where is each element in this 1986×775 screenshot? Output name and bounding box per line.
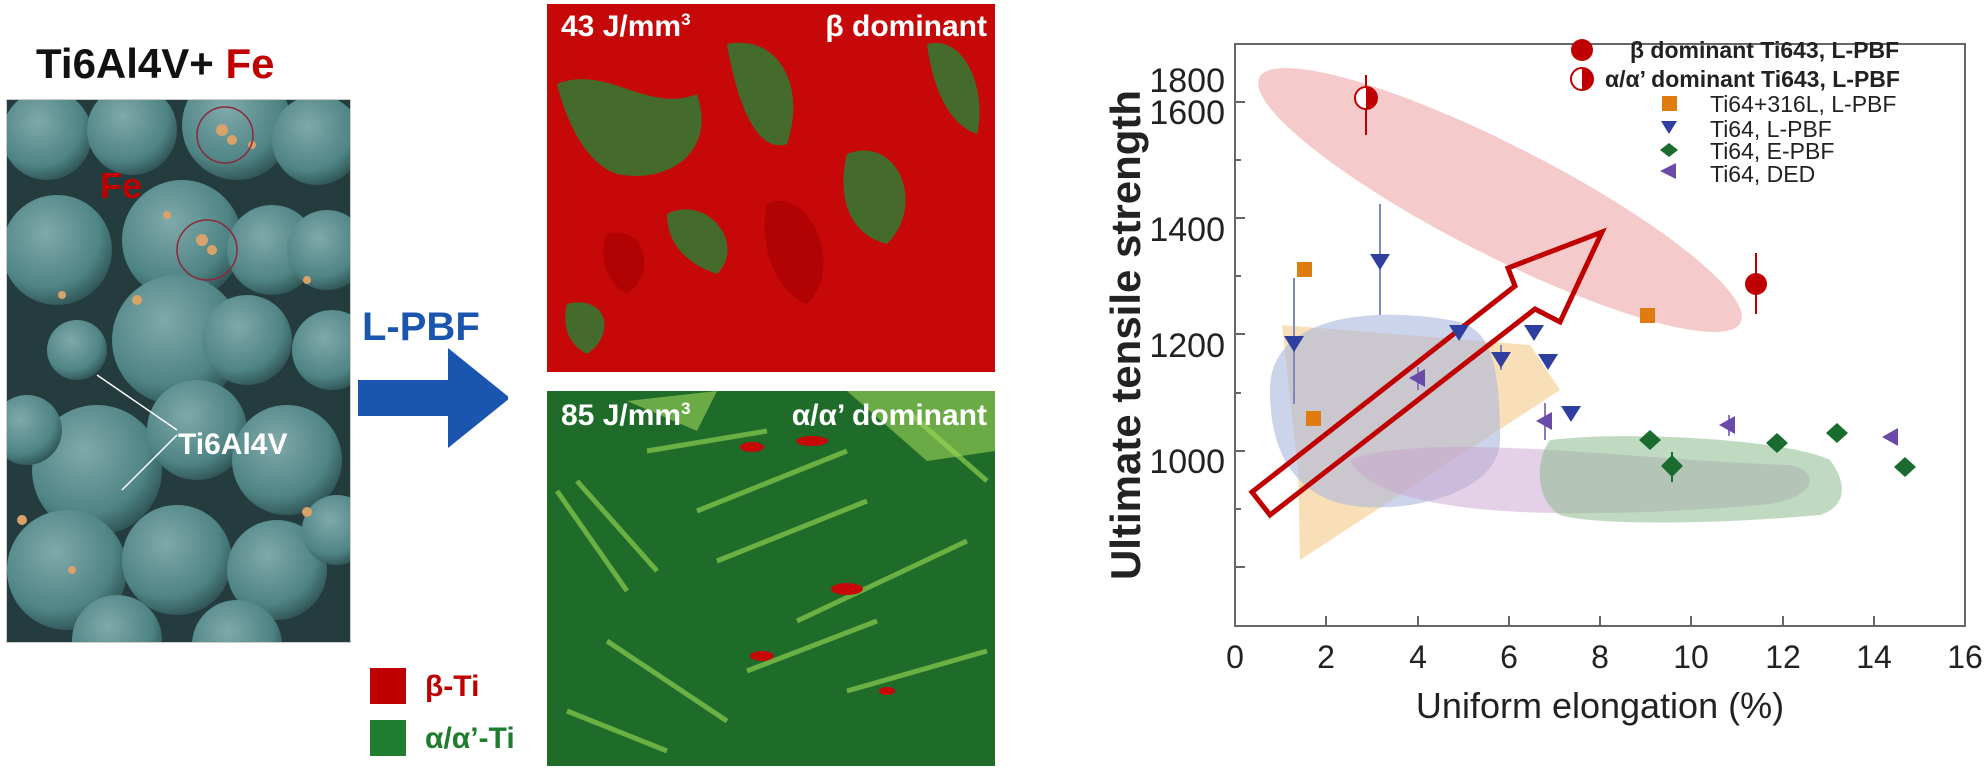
title-alloy: Ti6Al4V+ bbox=[36, 40, 226, 87]
process-label: L-PBF bbox=[362, 305, 480, 349]
trend-arrow-icon bbox=[1248, 227, 1607, 519]
ytick-1000: 1000 bbox=[1149, 443, 1225, 481]
series-ti64-lpbf bbox=[1284, 204, 1581, 422]
legend-alpha-ti643: α/α’ dominant Ti643, L-PBF bbox=[1605, 66, 1900, 92]
legend-swatch-alpha bbox=[370, 720, 406, 756]
legend-ti64-ded: Ti64, DED bbox=[1710, 161, 1815, 187]
process-arrow-icon bbox=[358, 348, 508, 448]
svg-text:12: 12 bbox=[1765, 639, 1801, 675]
legend-label-beta: β-Ti bbox=[425, 670, 480, 703]
legend-label-alpha: α/α’-Ti bbox=[425, 722, 515, 755]
ebsd-bottom-phase: α/α’ dominant bbox=[791, 399, 987, 432]
svg-text:16: 16 bbox=[1947, 639, 1983, 675]
title-fe: Fe bbox=[225, 40, 275, 87]
svg-text:0: 0 bbox=[1226, 639, 1244, 675]
legend-ti64-lpbf: Ti64, L-PBF bbox=[1710, 116, 1832, 142]
sem-label-fe: Fe bbox=[100, 165, 143, 206]
chart-legend: β dominant Ti643, L-PBF α/α’ dominant Ti… bbox=[1570, 37, 1900, 187]
series-ti64-ebpf bbox=[1639, 423, 1916, 482]
svg-text:2: 2 bbox=[1317, 639, 1335, 675]
ebsd-top-energy: 43 J/mm3 bbox=[561, 10, 691, 43]
legend-ti64-ebpf: Ti64, E-PBF bbox=[1710, 138, 1834, 164]
svg-text:4: 4 bbox=[1409, 639, 1427, 675]
sem-powder-image bbox=[6, 99, 351, 643]
svg-text:8: 8 bbox=[1591, 639, 1609, 675]
ebsd-bottom-energy: 85 J/mm3 bbox=[561, 399, 691, 432]
legend-ti64-316l: Ti64+316L, L-PBF bbox=[1710, 91, 1896, 117]
legend-beta-ti643: β dominant Ti643, L-PBF bbox=[1630, 37, 1899, 63]
svg-text:1800: 1800 bbox=[1149, 62, 1225, 100]
series-alpha-ti643 bbox=[1354, 75, 1378, 135]
sem-label-ti6al4v: Ti6Al4V bbox=[178, 428, 288, 461]
ytick-1200: 1200 bbox=[1149, 327, 1225, 365]
series-ti64-ded bbox=[1409, 367, 1898, 446]
series-ti64-316l bbox=[1297, 262, 1655, 426]
series-beta-ti643 bbox=[1745, 253, 1767, 314]
ytick-1600: 1600 bbox=[1149, 94, 1225, 132]
ebsd-top-phase: β dominant bbox=[825, 10, 987, 43]
svg-text:14: 14 bbox=[1856, 639, 1892, 675]
y-axis-label: Ultimate tensile strength bbox=[1102, 90, 1149, 580]
svg-text:6: 6 bbox=[1500, 639, 1518, 675]
group-regions bbox=[1258, 67, 1842, 560]
legend-swatch-beta bbox=[370, 668, 406, 704]
ebsd-map-beta: 43 J/mm3 β dominant bbox=[547, 4, 995, 372]
x-axis-label: Uniform elongation (%) bbox=[1416, 685, 1784, 726]
ebsd-map-alpha: 85 J/mm3 α/α’ dominant bbox=[547, 391, 995, 766]
svg-text:10: 10 bbox=[1673, 639, 1709, 675]
ytick-1400: 1400 bbox=[1149, 211, 1225, 249]
powder-title: Ti6Al4V+ Fe bbox=[36, 40, 275, 88]
